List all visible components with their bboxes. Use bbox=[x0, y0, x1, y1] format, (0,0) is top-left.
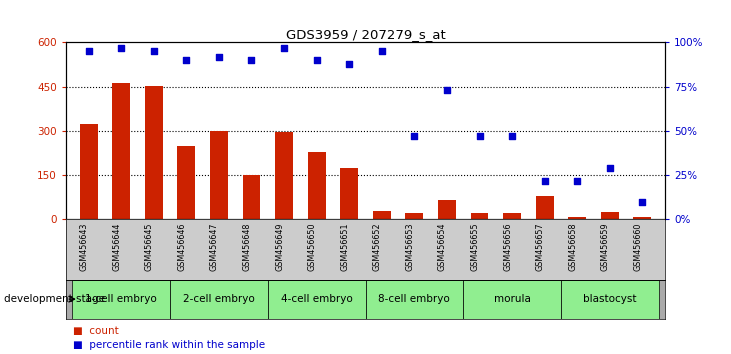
Point bbox=[279, 45, 290, 51]
Title: GDS3959 / 207279_s_at: GDS3959 / 207279_s_at bbox=[286, 28, 445, 41]
Text: 8-cell embryo: 8-cell embryo bbox=[379, 294, 450, 304]
Point bbox=[441, 87, 452, 93]
Text: 2-cell embryo: 2-cell embryo bbox=[183, 294, 255, 304]
Point bbox=[409, 133, 420, 139]
Bar bbox=[80, 124, 97, 219]
Text: GSM456654: GSM456654 bbox=[438, 222, 447, 271]
Point bbox=[246, 57, 257, 63]
Bar bbox=[561, 280, 659, 319]
Bar bbox=[145, 86, 163, 219]
Bar bbox=[503, 213, 521, 219]
Bar bbox=[340, 168, 358, 219]
Bar bbox=[210, 131, 228, 219]
Text: GSM456652: GSM456652 bbox=[373, 222, 382, 271]
Point bbox=[474, 133, 485, 139]
Point bbox=[311, 57, 322, 63]
Text: GSM456651: GSM456651 bbox=[340, 222, 349, 271]
Text: GSM456643: GSM456643 bbox=[80, 222, 88, 271]
Point bbox=[344, 61, 355, 67]
Text: GSM456657: GSM456657 bbox=[536, 222, 545, 271]
Bar bbox=[72, 280, 170, 319]
Point bbox=[637, 199, 648, 205]
Bar bbox=[601, 212, 618, 219]
Text: 4-cell embryo: 4-cell embryo bbox=[281, 294, 352, 304]
Text: development stage: development stage bbox=[4, 294, 105, 304]
Bar bbox=[170, 280, 268, 319]
Bar bbox=[268, 280, 366, 319]
Text: GSM456648: GSM456648 bbox=[243, 222, 251, 271]
Text: GSM456650: GSM456650 bbox=[308, 222, 317, 271]
Text: GSM456647: GSM456647 bbox=[210, 222, 219, 271]
Point bbox=[115, 45, 127, 51]
Text: GSM456655: GSM456655 bbox=[471, 222, 480, 271]
Point bbox=[83, 48, 94, 54]
Point bbox=[181, 57, 192, 63]
Text: GSM456659: GSM456659 bbox=[601, 222, 610, 271]
Text: ■  percentile rank within the sample: ■ percentile rank within the sample bbox=[73, 341, 265, 350]
Bar bbox=[471, 213, 488, 219]
Bar bbox=[634, 217, 651, 219]
Point bbox=[572, 178, 583, 183]
Text: GSM456644: GSM456644 bbox=[112, 222, 121, 271]
Bar bbox=[438, 200, 456, 219]
Text: GSM456645: GSM456645 bbox=[145, 222, 154, 271]
Text: blastocyst: blastocyst bbox=[583, 294, 637, 304]
Text: GSM456646: GSM456646 bbox=[178, 222, 186, 271]
Text: GSM456653: GSM456653 bbox=[406, 222, 414, 271]
Text: ■  count: ■ count bbox=[73, 326, 119, 336]
Bar bbox=[536, 196, 553, 219]
Bar bbox=[308, 152, 325, 219]
Bar bbox=[568, 217, 586, 219]
Text: GSM456649: GSM456649 bbox=[275, 222, 284, 271]
Bar bbox=[463, 280, 561, 319]
Text: GSM456658: GSM456658 bbox=[568, 222, 577, 271]
Point bbox=[604, 165, 616, 171]
Text: GSM456660: GSM456660 bbox=[633, 222, 643, 271]
Text: morula: morula bbox=[493, 294, 531, 304]
Bar bbox=[373, 211, 391, 219]
Bar bbox=[113, 83, 130, 219]
Point bbox=[539, 178, 550, 183]
Bar bbox=[178, 146, 195, 219]
Bar bbox=[406, 213, 423, 219]
Text: 1-cell embryo: 1-cell embryo bbox=[86, 294, 157, 304]
Point bbox=[213, 54, 224, 59]
Bar bbox=[366, 280, 463, 319]
Point bbox=[507, 133, 518, 139]
Bar bbox=[275, 132, 293, 219]
Bar bbox=[243, 175, 260, 219]
Text: GSM456656: GSM456656 bbox=[503, 222, 512, 271]
Point bbox=[376, 48, 387, 54]
Point bbox=[148, 48, 159, 54]
